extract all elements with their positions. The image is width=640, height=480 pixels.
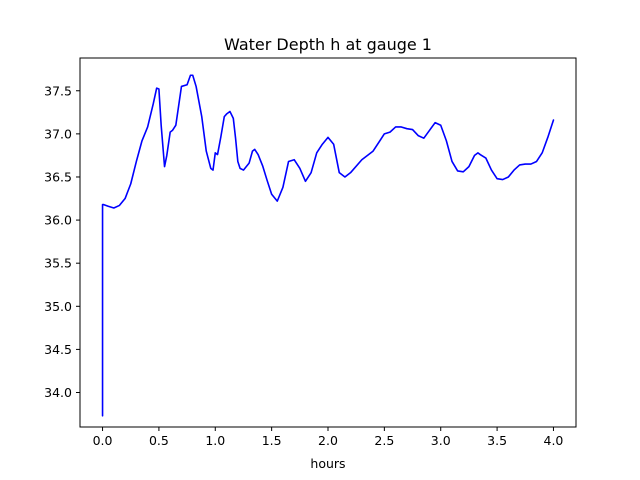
x-tick-label: 1.5 xyxy=(262,433,282,448)
x-tick-label: 4.0 xyxy=(544,433,564,448)
y-tick-label: 34.0 xyxy=(44,385,72,400)
y-tick-label: 35.0 xyxy=(44,299,72,314)
y-tick-label: 34.5 xyxy=(44,342,72,357)
x-axis-ticks: 0.0 0.5 1.0 1.5 2.0 2.5 3.0 3.5 4.0 xyxy=(93,427,564,448)
x-tick-label: 3.5 xyxy=(487,433,507,448)
x-tick-label: 0.5 xyxy=(149,433,169,448)
y-tick-label: 37.0 xyxy=(44,126,72,141)
x-tick-label: 3.0 xyxy=(431,433,451,448)
y-tick-label: 36.0 xyxy=(44,213,72,228)
y-tick-label: 36.5 xyxy=(44,169,72,184)
x-tick-label: 2.5 xyxy=(374,433,394,448)
series-line-water-depth xyxy=(101,74,555,417)
plot-area-frame xyxy=(79,57,577,428)
chart-title: Water Depth h at gauge 1 xyxy=(224,35,432,54)
y-axis-ticks: 34.0 34.5 35.0 35.5 36.0 36.5 37.0 37.5 xyxy=(44,83,80,400)
y-tick-label: 35.5 xyxy=(44,256,72,271)
x-tick-label: 2.0 xyxy=(318,433,338,448)
x-tick-label: 1.0 xyxy=(205,433,225,448)
x-axis-label: hours xyxy=(310,456,345,471)
y-tick-label: 37.5 xyxy=(44,83,72,98)
x-tick-label: 0.0 xyxy=(93,433,113,448)
